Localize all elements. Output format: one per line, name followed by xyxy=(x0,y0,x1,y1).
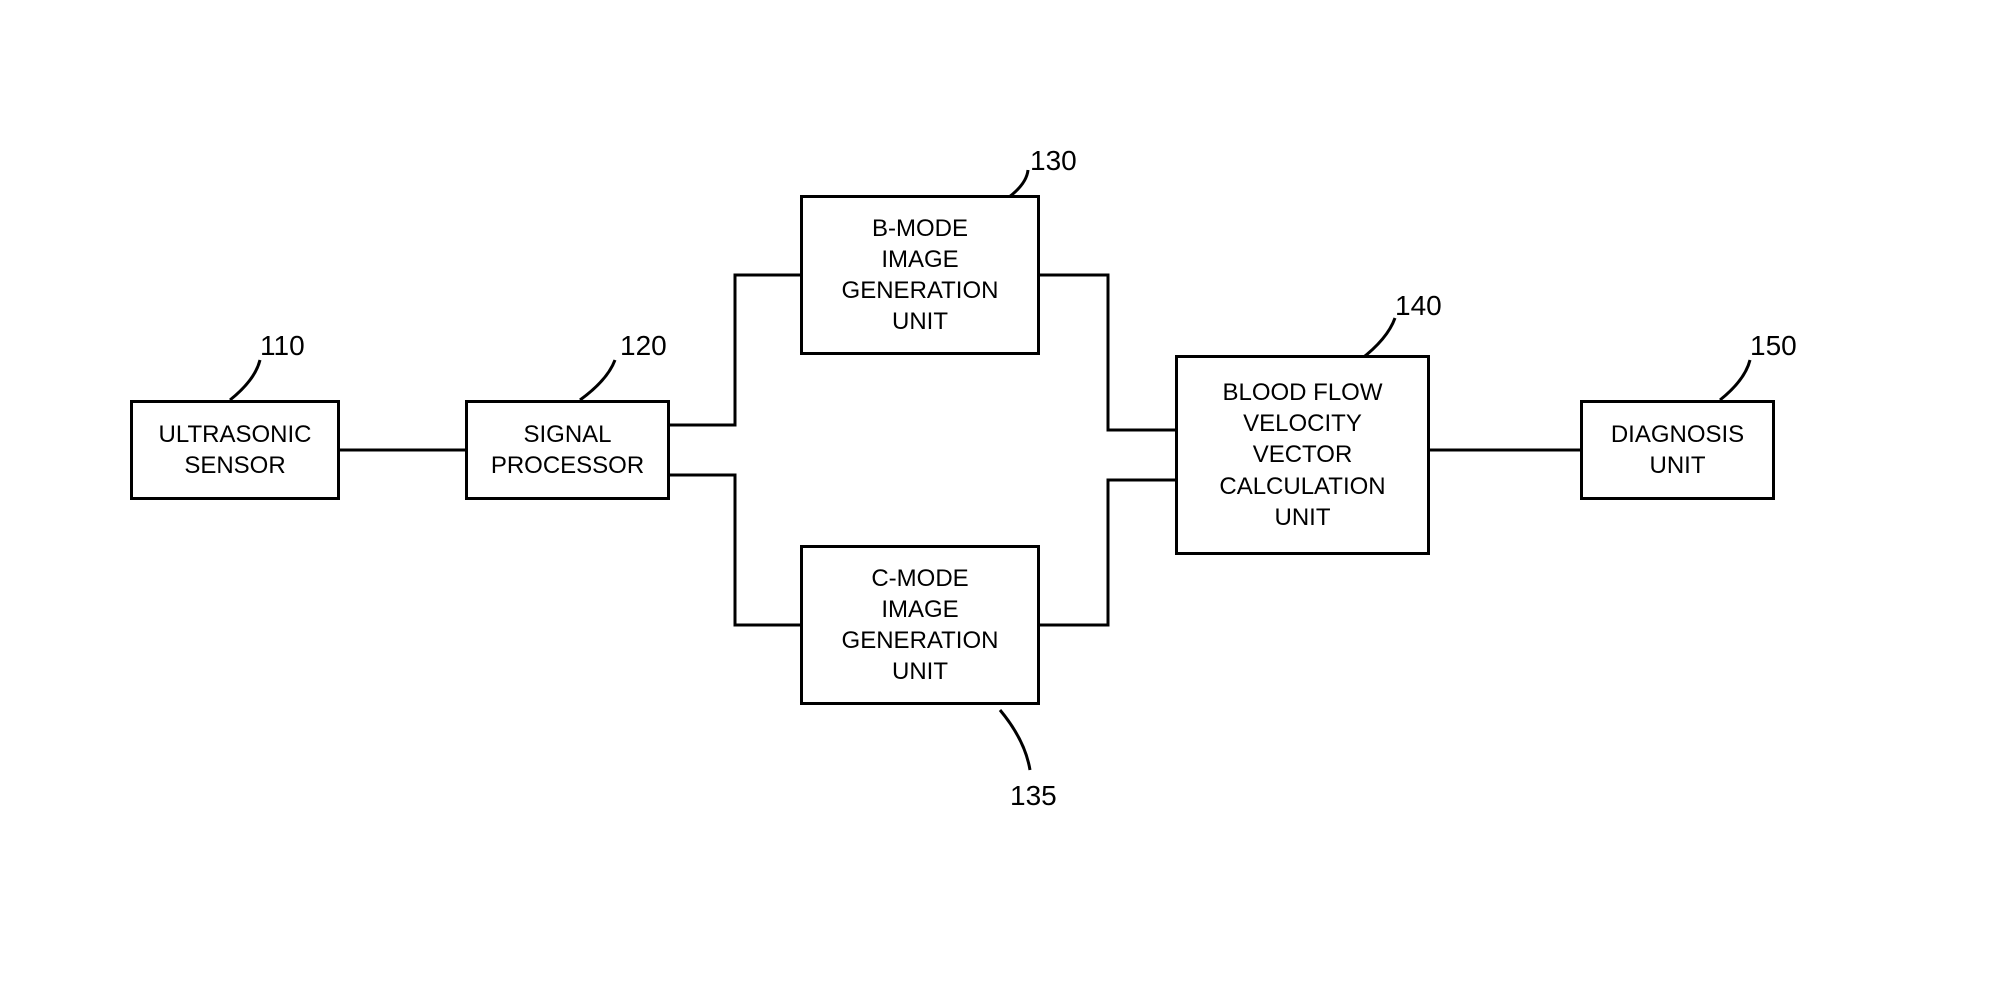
leader-line-blood-flow-unit xyxy=(1360,318,1395,360)
ref-label-blood-flow-unit: 140 xyxy=(1395,290,1442,322)
ref-label-signal-processor: 120 xyxy=(620,330,667,362)
block-diagram: ULTRASONICSENSOR SIGNALPROCESSOR B-MODEIMA… xyxy=(0,0,2015,989)
edge-signal-processor-to-c-mode-unit xyxy=(670,475,800,625)
node-label: B-MODEIMAGEGENERATIONUNIT xyxy=(842,213,999,338)
edge-signal-processor-to-b-mode-unit xyxy=(670,275,800,425)
node-label: SIGNALPROCESSOR xyxy=(491,419,644,481)
node-label: BLOOD FLOWVELOCITYVECTORCALCULATIONUNIT xyxy=(1219,377,1385,533)
node-label: C-MODEIMAGEGENERATIONUNIT xyxy=(842,563,999,688)
ref-label-diagnosis-unit: 150 xyxy=(1750,330,1797,362)
ref-label-c-mode-unit: 135 xyxy=(1010,780,1057,812)
node-label: DIAGNOSISUNIT xyxy=(1611,419,1744,481)
leader-line-c-mode-unit xyxy=(1000,710,1030,770)
ref-label-b-mode-unit: 130 xyxy=(1030,145,1077,177)
leader-line-signal-processor xyxy=(580,360,615,400)
edge-c-mode-unit-to-blood-flow-unit xyxy=(1040,480,1175,625)
node-signal-processor: SIGNALPROCESSOR xyxy=(465,400,670,500)
ref-label-ultrasonic-sensor: 110 xyxy=(260,330,305,362)
node-blood-flow-unit: BLOOD FLOWVELOCITYVECTORCALCULATIONUNIT xyxy=(1175,355,1430,555)
leader-line-diagnosis-unit xyxy=(1720,360,1750,400)
leader-line-ultrasonic-sensor xyxy=(230,360,260,400)
node-c-mode-unit: C-MODEIMAGEGENERATIONUNIT xyxy=(800,545,1040,705)
node-b-mode-unit: B-MODEIMAGEGENERATIONUNIT xyxy=(800,195,1040,355)
node-label: ULTRASONICSENSOR xyxy=(159,419,312,481)
node-diagnosis-unit: DIAGNOSISUNIT xyxy=(1580,400,1775,500)
edge-b-mode-unit-to-blood-flow-unit xyxy=(1040,275,1175,430)
node-ultrasonic-sensor: ULTRASONICSENSOR xyxy=(130,400,340,500)
